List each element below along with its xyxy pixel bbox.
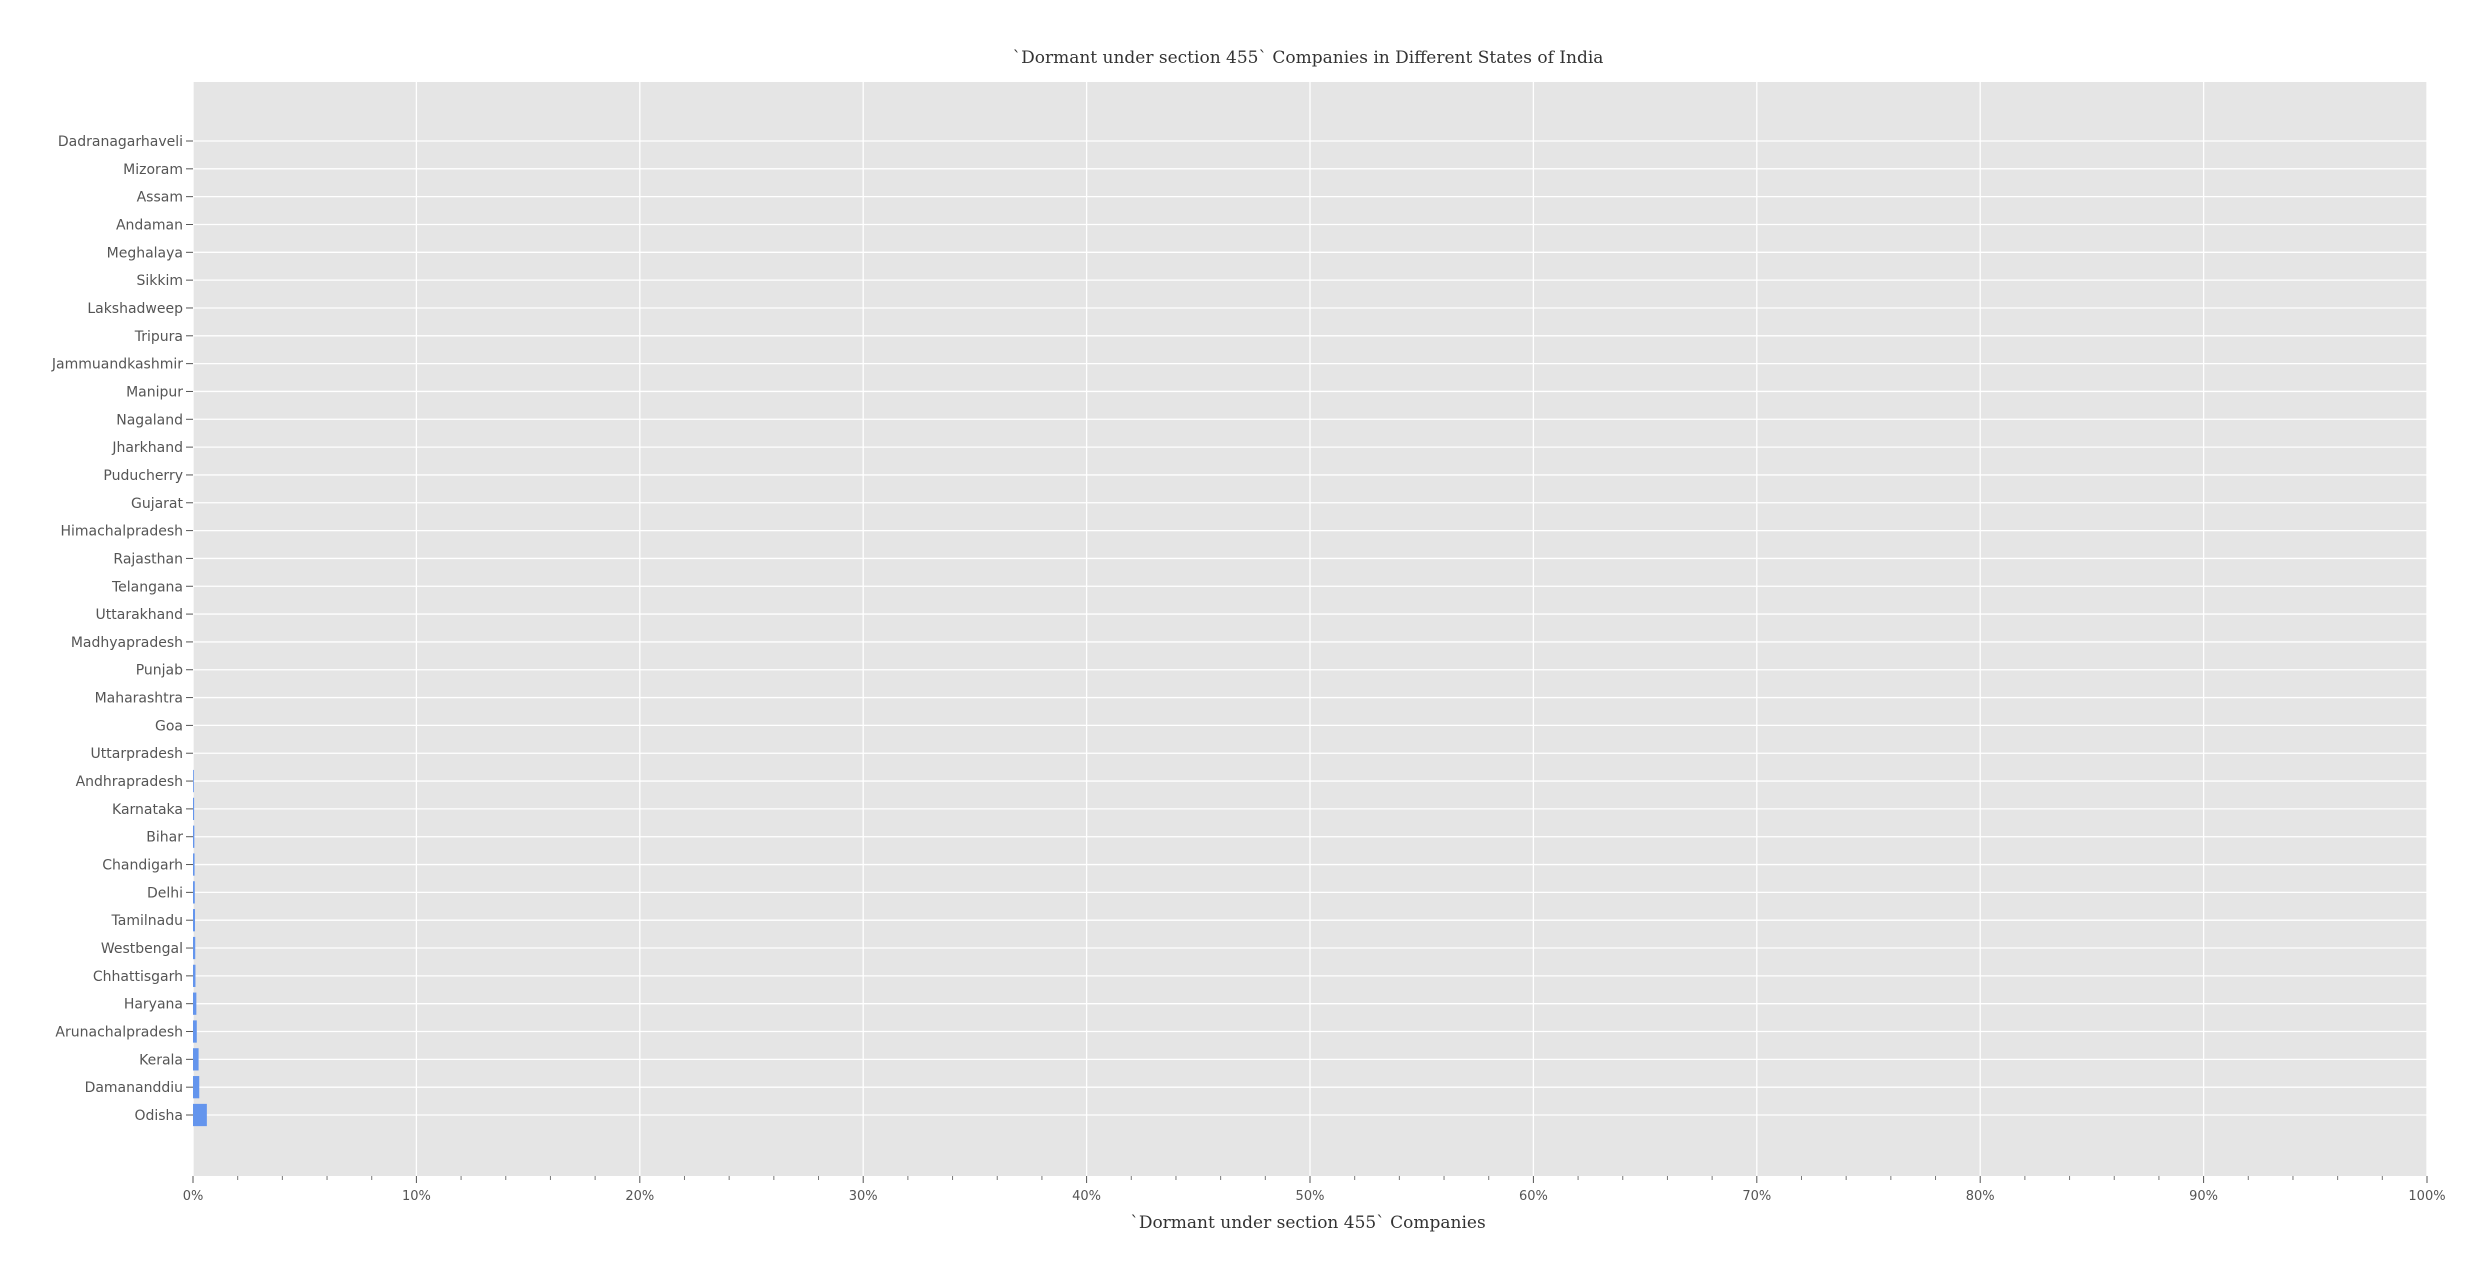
x-tick-label: 100%: [2408, 1189, 2445, 1204]
bar-arunachalpradesh: [193, 1020, 197, 1043]
bar-tamilnadu: [193, 909, 196, 932]
y-tick-label: Puducherry: [103, 468, 183, 484]
y-tick-label: Damananddiu: [85, 1080, 183, 1096]
grid-lines: [192, 82, 2428, 1176]
y-tick-label: Sikkim: [136, 273, 183, 289]
x-tick-label: 0%: [183, 1189, 204, 1204]
bars: [193, 769, 207, 1127]
y-axis: Dadranagarhaveli Mizoram Assam Andaman Megha…: [51, 134, 193, 1124]
bar-haryana: [193, 992, 197, 1015]
bar-damananddiu: [193, 1076, 200, 1099]
bar-andhrapradesh: [193, 769, 194, 793]
y-tick-label: Himachalpradesh: [60, 524, 183, 540]
y-tick-label: Assam: [137, 190, 183, 206]
bar-bihar: [193, 825, 195, 848]
x-tick-label: 70%: [1742, 1189, 1771, 1204]
x-tick-label: 80%: [1966, 1189, 1995, 1204]
y-tick-label: Tamilnadu: [111, 913, 183, 929]
x-axis-label: `Dormant under section 455` Companies: [1130, 1213, 1485, 1233]
bar-chandigarh: [193, 853, 195, 876]
x-tick-label: 40%: [1072, 1189, 1101, 1204]
y-tick-label: Nagaland: [116, 412, 183, 428]
y-tick-label: Haryana: [124, 997, 183, 1013]
y-tick-label: Uttarakhand: [96, 607, 183, 623]
y-tick-label: Delhi: [147, 885, 183, 901]
y-tick-label: Andaman: [116, 217, 183, 233]
bar-odisha: [193, 1103, 207, 1127]
y-tick-label: Odisha: [134, 1108, 183, 1124]
bar-chhattisgarh: [193, 964, 196, 987]
x-tick-label: 50%: [1296, 1189, 1325, 1204]
y-tick-label: Goa: [155, 718, 183, 734]
bar-karnataka: [193, 797, 195, 821]
y-tick-label: Lakshadweep: [87, 301, 183, 317]
y-tick-label: Gujarat: [131, 496, 184, 512]
bar-westbengal: [193, 936, 196, 960]
y-tick-label: Chandigarh: [102, 858, 183, 874]
y-tick-label: Manipur: [126, 384, 183, 400]
y-tick-label: Maharashtra: [95, 691, 183, 707]
y-tick-label: Westbengal: [101, 941, 183, 957]
y-tick-label: Jharkhand: [111, 440, 183, 456]
y-tick-label: Chhattisgarh: [93, 969, 183, 985]
x-tick-label: 60%: [1519, 1189, 1548, 1204]
x-tick-label: 20%: [625, 1189, 654, 1204]
y-tick-label: Dadranagarhaveli: [58, 134, 183, 150]
x-tick-label: 10%: [402, 1189, 431, 1204]
y-tick-label: Karnataka: [112, 802, 183, 818]
chart-title: `Dormant under section 455` Companies in…: [1013, 48, 1604, 68]
y-tick-label: Arunachalpradesh: [55, 1025, 183, 1041]
y-tick-label: Kerala: [139, 1052, 183, 1068]
y-tick-label: Bihar: [146, 830, 183, 846]
y-tick-label: Mizoram: [123, 162, 183, 178]
bar-kerala: [193, 1048, 199, 1071]
y-tick-label: Tripura: [134, 329, 183, 345]
y-tick-label: Uttarpradesh: [91, 746, 183, 762]
y-tick-label: Jammuandkashmir: [51, 357, 183, 373]
y-tick-label: Telangana: [111, 579, 183, 595]
y-tick-label: Andhrapradesh: [76, 774, 183, 790]
y-tick-label: Rajasthan: [113, 551, 183, 567]
x-tick-label: 30%: [849, 1189, 878, 1204]
x-axis: 0% 10% 20% 30% 40% 50% 60% 70% 80% 90% 100%: [183, 1176, 2446, 1204]
y-tick-label: Meghalaya: [107, 245, 183, 261]
x-tick-label: 90%: [2189, 1189, 2218, 1204]
y-tick-label: Punjab: [136, 663, 183, 679]
bar-delhi: [193, 881, 195, 904]
y-tick-label: Madhyapradesh: [71, 635, 183, 651]
